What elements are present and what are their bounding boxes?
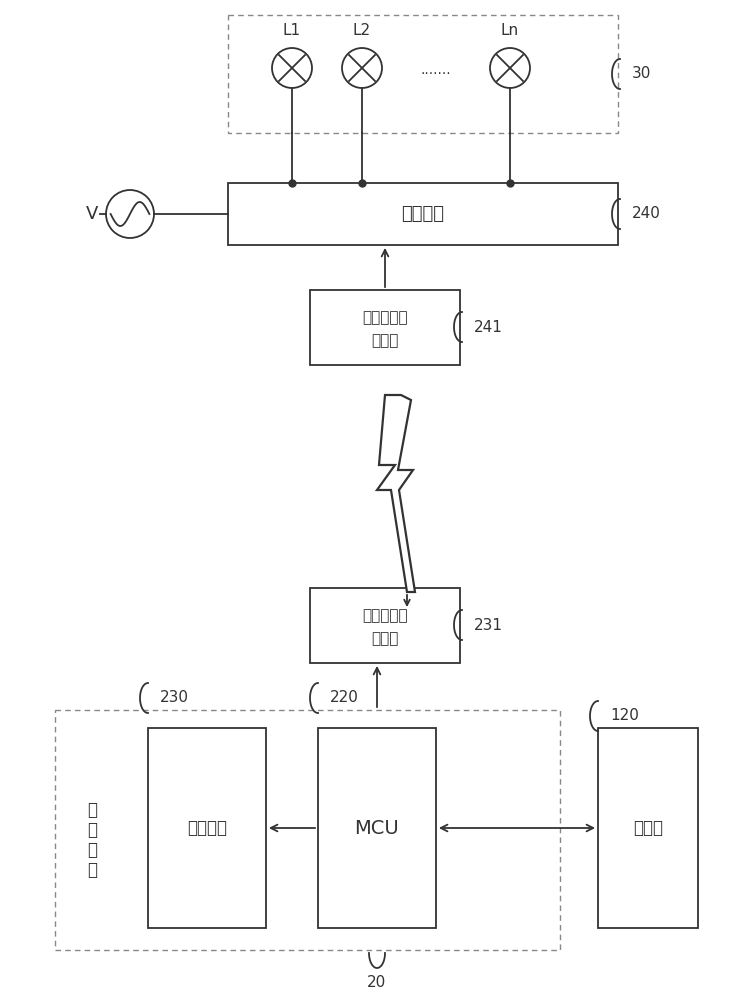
Bar xyxy=(310,588,460,663)
Text: 20: 20 xyxy=(367,975,386,990)
Text: 设: 设 xyxy=(87,841,97,859)
Text: Ln: Ln xyxy=(501,23,519,38)
Text: L2: L2 xyxy=(353,23,371,38)
Text: .......: ....... xyxy=(420,63,452,77)
Text: MCU: MCU xyxy=(355,818,399,838)
Text: 备: 备 xyxy=(87,861,97,879)
Polygon shape xyxy=(377,395,415,592)
Text: 信模块: 信模块 xyxy=(371,631,398,646)
Text: 30: 30 xyxy=(632,66,651,82)
Text: 230: 230 xyxy=(160,690,189,706)
Bar xyxy=(318,728,436,928)
Bar xyxy=(148,728,266,928)
Text: 像: 像 xyxy=(87,821,97,839)
Text: 241: 241 xyxy=(474,320,503,334)
Text: 信模块: 信模块 xyxy=(371,333,398,348)
Text: 220: 220 xyxy=(330,690,359,706)
Text: 主控板: 主控板 xyxy=(633,819,663,837)
Text: 240: 240 xyxy=(632,207,661,222)
Text: 摄像模块: 摄像模块 xyxy=(187,819,227,837)
Bar xyxy=(228,15,618,133)
Bar xyxy=(598,728,698,928)
Text: L1: L1 xyxy=(283,23,301,38)
Text: 231: 231 xyxy=(474,617,503,633)
Text: 第二无线通: 第二无线通 xyxy=(362,310,408,325)
Bar xyxy=(55,710,560,950)
Text: 控制开关: 控制开关 xyxy=(401,205,444,223)
Text: V: V xyxy=(86,205,98,223)
Bar xyxy=(228,183,618,245)
Text: 摄: 摄 xyxy=(87,801,97,819)
Text: 第一无线通: 第一无线通 xyxy=(362,608,408,623)
Text: 120: 120 xyxy=(610,708,639,724)
Bar xyxy=(310,290,460,365)
